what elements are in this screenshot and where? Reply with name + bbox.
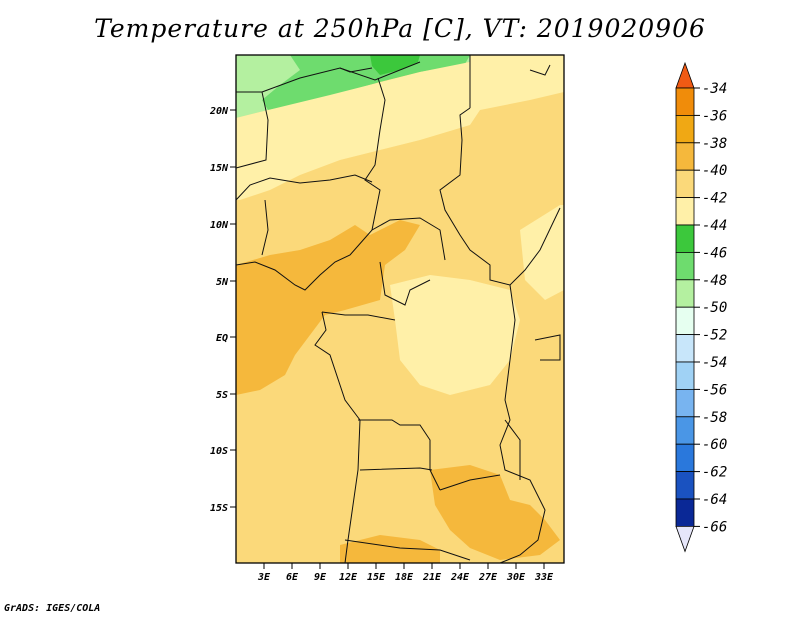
- lon-label-24e: 24E: [450, 572, 470, 583]
- lon-label-12e: 12E: [339, 572, 358, 583]
- colorbar-segment: [675, 251, 695, 281]
- lat-axis: 20N 15N 10N 5N EQ 5S 10S 15S: [209, 106, 236, 514]
- colorbar-segment: [675, 197, 695, 226]
- lon-label-3e: 3E: [257, 572, 271, 583]
- colorbar-segment: [675, 115, 695, 144]
- lon-label-30e: 30E: [506, 572, 526, 583]
- colorbar-segment: [675, 498, 695, 527]
- orange-west: [236, 220, 420, 395]
- colorbar-label: -56: [702, 382, 727, 398]
- lon-axis: 3E 6E 9E 12E 15E 18E 21E 24E 27E 30E 33E: [257, 563, 554, 583]
- colorbar-label: -36: [702, 108, 727, 124]
- map-panel: [235, 54, 565, 564]
- lat-label-15n: 15N: [210, 163, 229, 174]
- colorbar-label: -54: [702, 355, 727, 371]
- colorbar-label: -42: [702, 191, 727, 207]
- green-band-mid: [262, 55, 470, 110]
- pale-north: [236, 55, 564, 200]
- pale-central: [390, 275, 520, 395]
- colorbar-segment: [675, 361, 695, 390]
- colorbar-label: -50: [702, 300, 727, 316]
- lon-label-15e: 15E: [367, 572, 386, 583]
- map-frame: [235, 54, 565, 564]
- lat-label-10n: 10N: [210, 220, 229, 231]
- lat-label-5n: 5N: [216, 277, 229, 288]
- colorbar-segment: [675, 416, 695, 445]
- lon-label-6e: 6E: [286, 572, 299, 583]
- colorbar-label: -48: [702, 273, 727, 289]
- colorbar-segment: [675, 306, 695, 336]
- map-title: Temperature at 250hPa [C], VT: 201902090…: [94, 14, 706, 43]
- colorbar-bottom-arrow: [675, 526, 695, 553]
- colorbar-label: -46: [702, 245, 727, 261]
- lat-label-10s: 10S: [210, 446, 228, 457]
- colorbar-label: -64: [702, 492, 727, 508]
- colorbar-segment: [675, 169, 695, 198]
- colorbar-label: -40: [702, 163, 727, 179]
- colorbar-label: -60: [702, 437, 727, 453]
- lon-label-18e: 18E: [395, 572, 414, 583]
- lon-label-33e: 33E: [534, 572, 554, 583]
- lon-label-21e: 21E: [422, 572, 442, 583]
- colorbar-segment: [675, 224, 695, 253]
- green-band-dark: [370, 55, 420, 75]
- colorbar-label: -38: [702, 136, 727, 152]
- credit-text: GrADS: IGES/COLA: [4, 603, 101, 614]
- colorbar-segment: [675, 279, 695, 308]
- colorbar-label: -44: [702, 218, 727, 234]
- lon-label-9e: 9E: [314, 572, 327, 583]
- lat-label-eq: EQ: [216, 333, 228, 344]
- colorbar-segment: [675, 388, 695, 418]
- lat-label-20n: 20N: [209, 106, 229, 117]
- colorbar: -34 -36 -38 -40 -42 -44 -46 -48 -50 -52 -54 -56 -58 -…: [675, 61, 727, 553]
- lat-label-15s: 15S: [210, 503, 228, 514]
- orange-south-b: [340, 535, 440, 563]
- orange-south-a: [430, 465, 560, 560]
- colorbar-label: -58: [702, 410, 727, 426]
- colorbar-segment: [675, 142, 695, 171]
- colorbar-segment: [675, 334, 695, 363]
- colorbar-segment: [675, 87, 695, 116]
- colorbar-label: -52: [702, 328, 727, 344]
- colorbar-segment: [675, 471, 695, 500]
- country-borders: [235, 55, 561, 564]
- colorbar-label: -66: [702, 519, 727, 535]
- lon-label-27e: 27E: [478, 572, 498, 583]
- colorbar-top-arrow: [675, 61, 695, 89]
- colorbar-segment: [675, 443, 695, 473]
- colorbar-label: -34: [702, 81, 727, 97]
- colorbar-label: -62: [702, 465, 727, 481]
- pale-east: [520, 205, 564, 300]
- lat-label-5s: 5S: [216, 390, 228, 401]
